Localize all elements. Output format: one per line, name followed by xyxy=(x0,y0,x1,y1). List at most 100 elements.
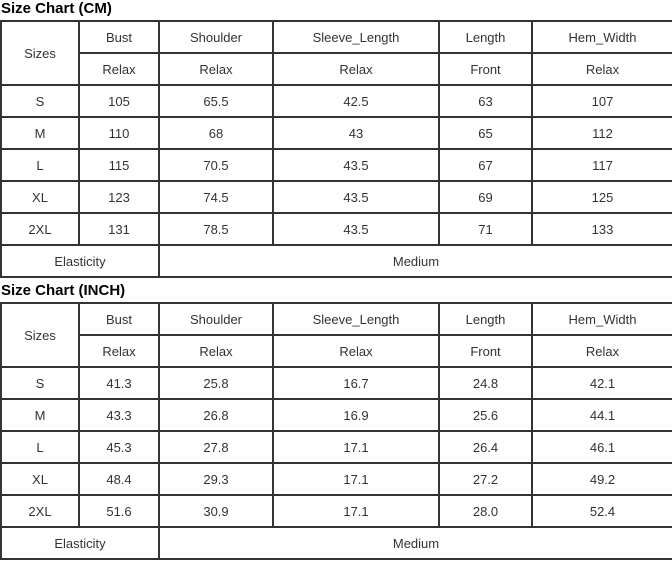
size-label-cell: L xyxy=(0,430,80,464)
data-cell: 28.0 xyxy=(438,494,533,528)
size-label-cell: M xyxy=(0,398,80,432)
col-header-sleeve-length: Sleeve_Length xyxy=(272,20,440,54)
sub-header-length: Front xyxy=(438,334,533,368)
data-cell: 112 xyxy=(531,116,672,150)
elasticity-row: Elasticity Medium xyxy=(0,244,672,278)
data-cell: 27.8 xyxy=(158,430,274,464)
data-cell: 68 xyxy=(158,116,274,150)
data-cell: 115 xyxy=(78,148,160,182)
col-header-shoulder: Shoulder xyxy=(158,302,274,336)
data-cell: 69 xyxy=(438,180,533,214)
size-row: XL 123 74.5 43.5 69 125 xyxy=(0,180,672,214)
data-cell: 29.3 xyxy=(158,462,274,496)
size-label-cell: M xyxy=(0,116,80,150)
size-chart-cm-title: Size Chart (CM) xyxy=(1,0,112,17)
sub-header-shoulder: Relax xyxy=(158,52,274,86)
sub-header-sleeve-length: Relax xyxy=(272,334,440,368)
data-cell: 107 xyxy=(531,84,672,118)
data-cell: 16.9 xyxy=(272,398,440,432)
size-row: S 41.3 25.8 16.7 24.8 42.1 xyxy=(0,366,672,400)
data-cell: 105 xyxy=(78,84,160,118)
size-row: XL 48.4 29.3 17.1 27.2 49.2 xyxy=(0,462,672,496)
col-header-sizes: Sizes xyxy=(0,20,80,86)
size-row: M 43.3 26.8 16.9 25.6 44.1 xyxy=(0,398,672,432)
elasticity-label-cell: Elasticity xyxy=(0,244,160,278)
sub-header-bust: Relax xyxy=(78,334,160,368)
data-cell: 26.4 xyxy=(438,430,533,464)
header-row-main: Sizes Bust Shoulder Sleeve_Length Length… xyxy=(0,302,672,368)
data-cell: 65.5 xyxy=(158,84,274,118)
size-label-cell: S xyxy=(0,84,80,118)
data-cell: 70.5 xyxy=(158,148,274,182)
data-cell: 46.1 xyxy=(531,430,672,464)
data-cell: 49.2 xyxy=(531,462,672,496)
header-row-main: Sizes Bust Shoulder Sleeve_Length Length… xyxy=(0,20,672,86)
col-header-shoulder: Shoulder xyxy=(158,20,274,54)
data-cell: 78.5 xyxy=(158,212,274,246)
col-header-sizes: Sizes xyxy=(0,302,80,368)
data-cell: 43.5 xyxy=(272,148,440,182)
data-cell: 67 xyxy=(438,148,533,182)
data-cell: 26.8 xyxy=(158,398,274,432)
data-cell: 51.6 xyxy=(78,494,160,528)
data-cell: 17.1 xyxy=(272,494,440,528)
data-cell: 41.3 xyxy=(78,366,160,400)
size-row: M 110 68 43 65 112 xyxy=(0,116,672,150)
sub-header-sleeve-length: Relax xyxy=(272,52,440,86)
size-row: S 105 65.5 42.5 63 107 xyxy=(0,84,672,118)
data-cell: 52.4 xyxy=(531,494,672,528)
data-cell: 110 xyxy=(78,116,160,150)
data-cell: 133 xyxy=(531,212,672,246)
data-cell: 42.5 xyxy=(272,84,440,118)
data-cell: 125 xyxy=(531,180,672,214)
sub-header-hem-width: Relax xyxy=(531,334,672,368)
size-label-cell: S xyxy=(0,366,80,400)
data-cell: 43.5 xyxy=(272,212,440,246)
data-cell: 24.8 xyxy=(438,366,533,400)
data-cell: 17.1 xyxy=(272,462,440,496)
data-cell: 63 xyxy=(438,84,533,118)
data-cell: 16.7 xyxy=(272,366,440,400)
header-row-sub: Relax Relax Relax Front Relax xyxy=(1,334,672,368)
data-cell: 131 xyxy=(78,212,160,246)
sub-header-shoulder: Relax xyxy=(158,334,274,368)
size-label-cell: XL xyxy=(0,462,80,496)
data-cell: 43 xyxy=(272,116,440,150)
data-cell: 65 xyxy=(438,116,533,150)
header-row-sub: Relax Relax Relax Front Relax xyxy=(1,52,672,86)
data-cell: 44.1 xyxy=(531,398,672,432)
elasticity-value-cell: Medium xyxy=(158,244,672,278)
data-cell: 17.1 xyxy=(272,430,440,464)
col-header-hem-width: Hem_Width xyxy=(531,20,672,54)
col-header-length: Length xyxy=(438,20,533,54)
size-label-cell: 2XL xyxy=(0,212,80,246)
col-header-length: Length xyxy=(438,302,533,336)
data-cell: 43.5 xyxy=(272,180,440,214)
sub-header-length: Front xyxy=(438,52,533,86)
size-chart-inch-table: Sizes Bust Shoulder Sleeve_Length Length… xyxy=(0,302,672,560)
data-cell: 43.3 xyxy=(78,398,160,432)
data-cell: 71 xyxy=(438,212,533,246)
size-row: L 115 70.5 43.5 67 117 xyxy=(0,148,672,182)
data-cell: 45.3 xyxy=(78,430,160,464)
col-header-bust: Bust xyxy=(78,302,160,336)
elasticity-row: Elasticity Medium xyxy=(0,526,672,560)
data-cell: 25.6 xyxy=(438,398,533,432)
col-header-hem-width: Hem_Width xyxy=(531,302,672,336)
data-cell: 30.9 xyxy=(158,494,274,528)
data-cell: 117 xyxy=(531,148,672,182)
size-row: 2XL 131 78.5 43.5 71 133 xyxy=(0,212,672,246)
size-label-cell: L xyxy=(0,148,80,182)
data-cell: 123 xyxy=(78,180,160,214)
size-row: 2XL 51.6 30.9 17.1 28.0 52.4 xyxy=(0,494,672,528)
col-header-bust: Bust xyxy=(78,20,160,54)
data-cell: 25.8 xyxy=(158,366,274,400)
sub-header-hem-width: Relax xyxy=(531,52,672,86)
size-chart-inch-title: Size Chart (INCH) xyxy=(1,282,126,299)
data-cell: 27.2 xyxy=(438,462,533,496)
col-header-sleeve-length: Sleeve_Length xyxy=(272,302,440,336)
elasticity-value-cell: Medium xyxy=(158,526,672,560)
size-chart-cm-table: Sizes Bust Shoulder Sleeve_Length Length… xyxy=(0,20,672,278)
size-label-cell: 2XL xyxy=(0,494,80,528)
